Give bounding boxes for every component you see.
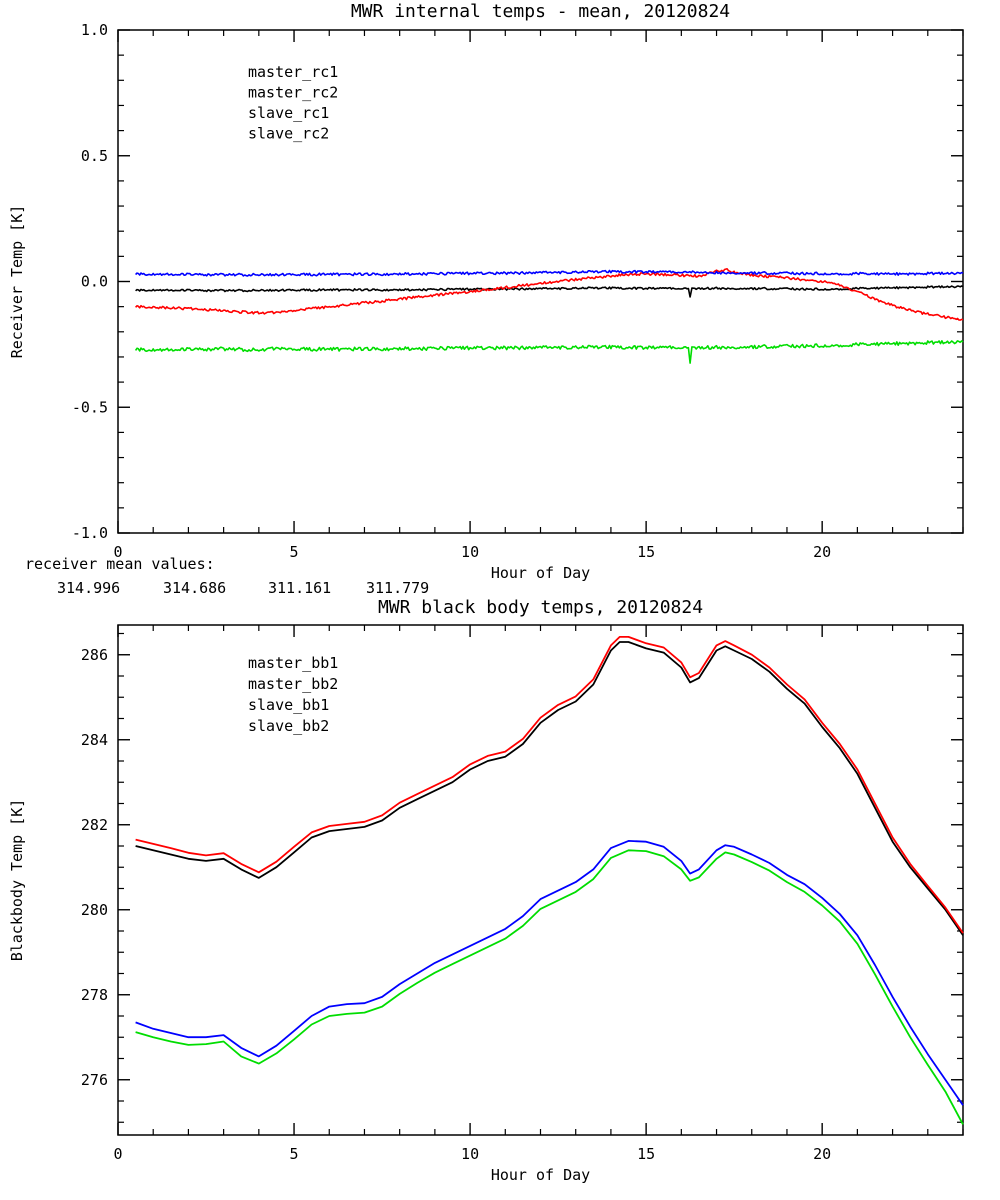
y-tick-label: 284 xyxy=(81,731,108,749)
legend-item-master_bb1: master_bb1 xyxy=(248,654,338,672)
series-slave_bb1-line xyxy=(135,840,964,1106)
series-slave_bb2-line xyxy=(135,849,964,1125)
axes-box xyxy=(117,29,964,534)
chart-title: MWR black body temps, 20120824 xyxy=(378,597,703,618)
y-tick-label: -1.0 xyxy=(72,524,108,542)
x-tick-label: 10 xyxy=(461,1145,479,1163)
legend-item-slave_rc2: slave_rc2 xyxy=(248,125,329,143)
mean-value-master-rc1: 314.996 xyxy=(57,579,120,597)
receiver-temps-chart: 0 5 10 15 20 1.0 0.5 0.0 -0.5 -1.0 MWR internal te… xyxy=(8,1,964,582)
y-tick-label: -0.5 xyxy=(72,398,108,416)
series-master_bb1-line xyxy=(135,641,964,936)
series-master_rc2-line xyxy=(135,267,964,321)
series-slave_rc1-line xyxy=(135,269,964,277)
series-slave_rc2-line xyxy=(134,339,964,364)
receiver-mean-values-label: receiver mean values: xyxy=(25,555,215,573)
y-tick-label: 0.5 xyxy=(81,147,108,165)
legend-item-master_bb2: master_bb2 xyxy=(248,675,338,693)
legend-item-slave_bb2: slave_bb2 xyxy=(248,717,329,735)
y-tick-label: 280 xyxy=(81,901,108,919)
x-tick-label: 10 xyxy=(461,543,479,561)
x-tick-label: 0 xyxy=(113,1145,122,1163)
y-tick-label: 1.0 xyxy=(81,21,108,39)
mean-value-slave-rc2: 311.779 xyxy=(366,579,429,597)
chart-title: MWR internal temps - mean, 20120824 xyxy=(351,1,730,22)
legend-item-slave_rc1: slave_rc1 xyxy=(248,104,329,122)
y-tick-label: 278 xyxy=(81,986,108,1004)
x-tick-label: 15 xyxy=(637,543,655,561)
legend-item-master_rc1: master_rc1 xyxy=(248,63,338,81)
x-tick-label: 0 xyxy=(113,543,122,561)
legend-item-slave_bb1: slave_bb1 xyxy=(248,696,329,714)
legend-item-master_rc2: master_rc2 xyxy=(248,84,338,102)
x-tick-label: 15 xyxy=(637,1145,655,1163)
y-tick-label: 276 xyxy=(81,1071,108,1089)
y-tick-label: 0.0 xyxy=(81,273,108,291)
series-master_rc1-line xyxy=(135,285,964,298)
mean-value-master-rc2: 314.686 xyxy=(163,579,226,597)
x-tick-label: 20 xyxy=(813,1145,831,1163)
y-axis-label: Blackbody Temp [K] xyxy=(8,799,26,962)
blackbody-temps-chart: 0 5 10 15 20 286 284 282 280 278 276 MWR black body… xyxy=(8,597,964,1184)
y-tick-label: 282 xyxy=(81,816,108,834)
x-tick-label: 20 xyxy=(813,543,831,561)
x-tick-label: 5 xyxy=(290,543,299,561)
y-tick-label: 286 xyxy=(81,646,108,664)
x-tick-label: 5 xyxy=(290,1145,299,1163)
x-axis-label: Hour of Day xyxy=(491,564,590,582)
x-axis-label: Hour of Day xyxy=(491,1166,590,1184)
mean-value-slave-rc1: 311.161 xyxy=(268,579,331,597)
y-axis-label: Receiver Temp [K] xyxy=(8,205,26,359)
series-master_bb2-line xyxy=(135,636,964,934)
